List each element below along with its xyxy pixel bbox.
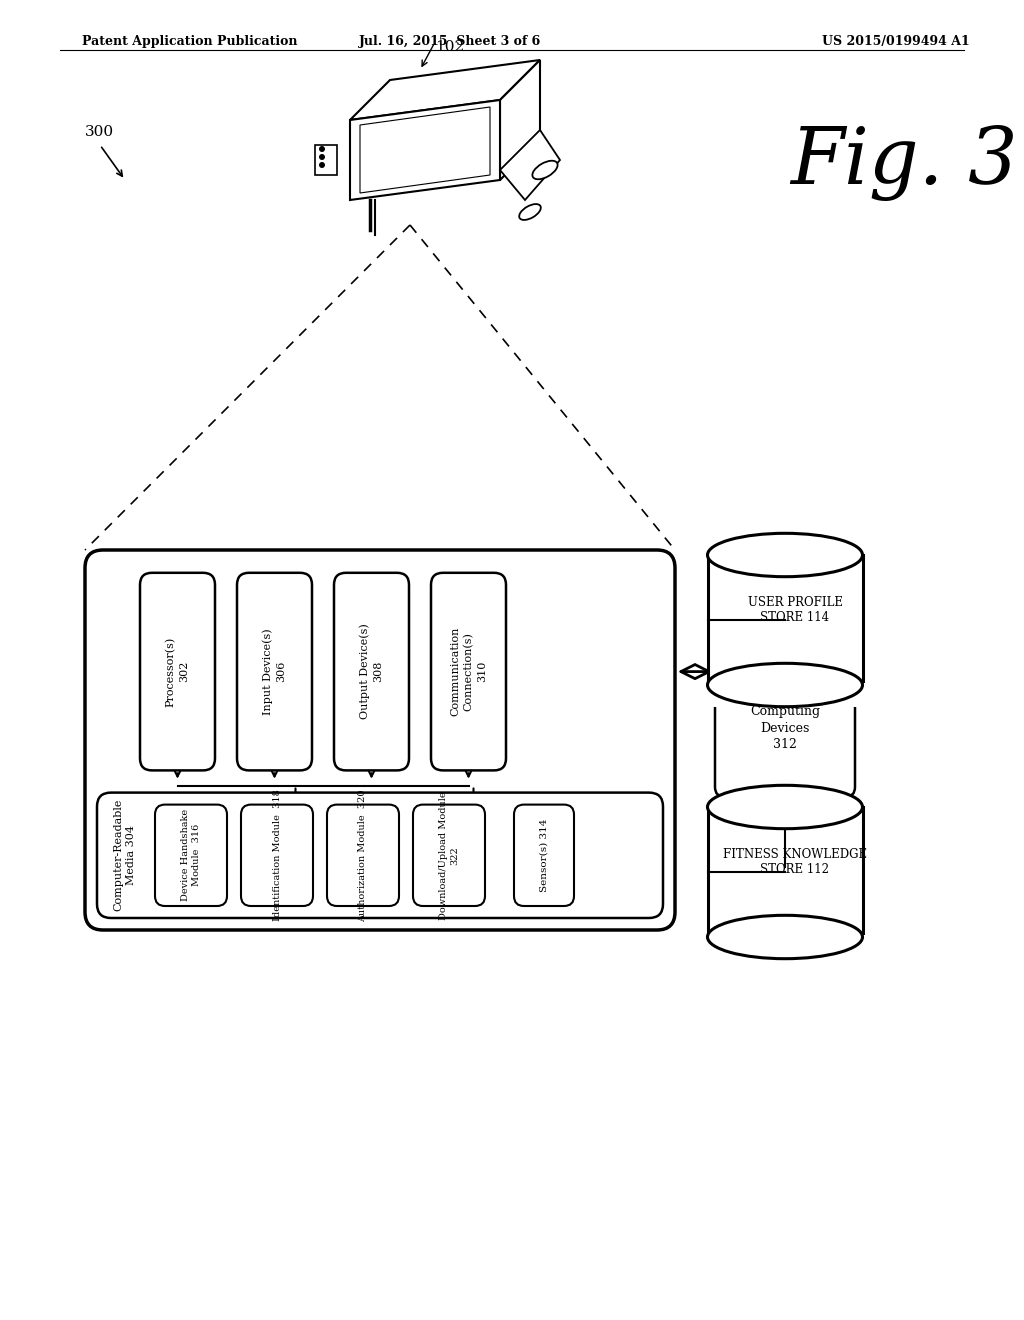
Bar (708, 554, 862, 685)
Bar (315, 145, 337, 176)
FancyBboxPatch shape (327, 805, 399, 906)
Circle shape (319, 154, 325, 160)
Polygon shape (350, 100, 500, 201)
Text: Jul. 16, 2015  Sheet 3 of 6: Jul. 16, 2015 Sheet 3 of 6 (358, 36, 541, 48)
Text: Authorization Module  320: Authorization Module 320 (358, 789, 368, 921)
FancyBboxPatch shape (413, 805, 485, 906)
Polygon shape (350, 59, 540, 120)
FancyBboxPatch shape (431, 573, 506, 771)
FancyBboxPatch shape (85, 550, 675, 931)
Text: US 2015/0199494 A1: US 2015/0199494 A1 (822, 36, 970, 48)
Text: Sensor(s) 314: Sensor(s) 314 (540, 818, 549, 892)
Ellipse shape (708, 785, 862, 829)
Text: Download/Upload Module
322: Download/Upload Module 322 (439, 791, 459, 920)
Text: FITNESS KNOWLEDGE
STORE 112: FITNESS KNOWLEDGE STORE 112 (723, 847, 867, 876)
FancyBboxPatch shape (334, 573, 409, 771)
FancyBboxPatch shape (155, 805, 227, 906)
Circle shape (319, 162, 325, 168)
Text: Other
Computing
Devices
312: Other Computing Devices 312 (750, 688, 820, 751)
Polygon shape (500, 129, 560, 201)
FancyBboxPatch shape (97, 792, 663, 917)
Polygon shape (360, 107, 490, 193)
Text: Computer-Readable
Media 304: Computer-Readable Media 304 (114, 799, 136, 912)
Ellipse shape (708, 533, 862, 577)
Text: Communication
Connection(s)
310: Communication Connection(s) 310 (451, 627, 487, 717)
FancyBboxPatch shape (241, 805, 313, 906)
Polygon shape (500, 59, 540, 180)
Text: Processor(s)
302: Processor(s) 302 (166, 636, 189, 706)
FancyBboxPatch shape (514, 805, 574, 906)
Bar (708, 807, 862, 937)
Ellipse shape (708, 915, 862, 958)
FancyBboxPatch shape (140, 573, 215, 771)
Text: Patent Application Publication: Patent Application Publication (82, 36, 298, 48)
Text: USER PROFILE
STORE 114: USER PROFILE STORE 114 (748, 597, 843, 624)
Text: Fig. 3: Fig. 3 (790, 125, 1018, 202)
Ellipse shape (519, 205, 541, 220)
Bar (706, 935, 864, 958)
Text: 300: 300 (85, 125, 114, 139)
Text: Input Device(s)
306: Input Device(s) 306 (262, 628, 287, 715)
Bar (706, 682, 864, 706)
Ellipse shape (532, 161, 558, 180)
Text: 102: 102 (435, 40, 464, 54)
FancyBboxPatch shape (715, 642, 855, 797)
Text: Identification Module  318: Identification Module 318 (272, 789, 282, 921)
FancyBboxPatch shape (237, 573, 312, 771)
Text: Output Device(s)
308: Output Device(s) 308 (359, 624, 383, 719)
Text: Device Handshake
Module  316: Device Handshake Module 316 (181, 809, 201, 902)
Ellipse shape (708, 663, 862, 706)
Circle shape (319, 147, 325, 152)
